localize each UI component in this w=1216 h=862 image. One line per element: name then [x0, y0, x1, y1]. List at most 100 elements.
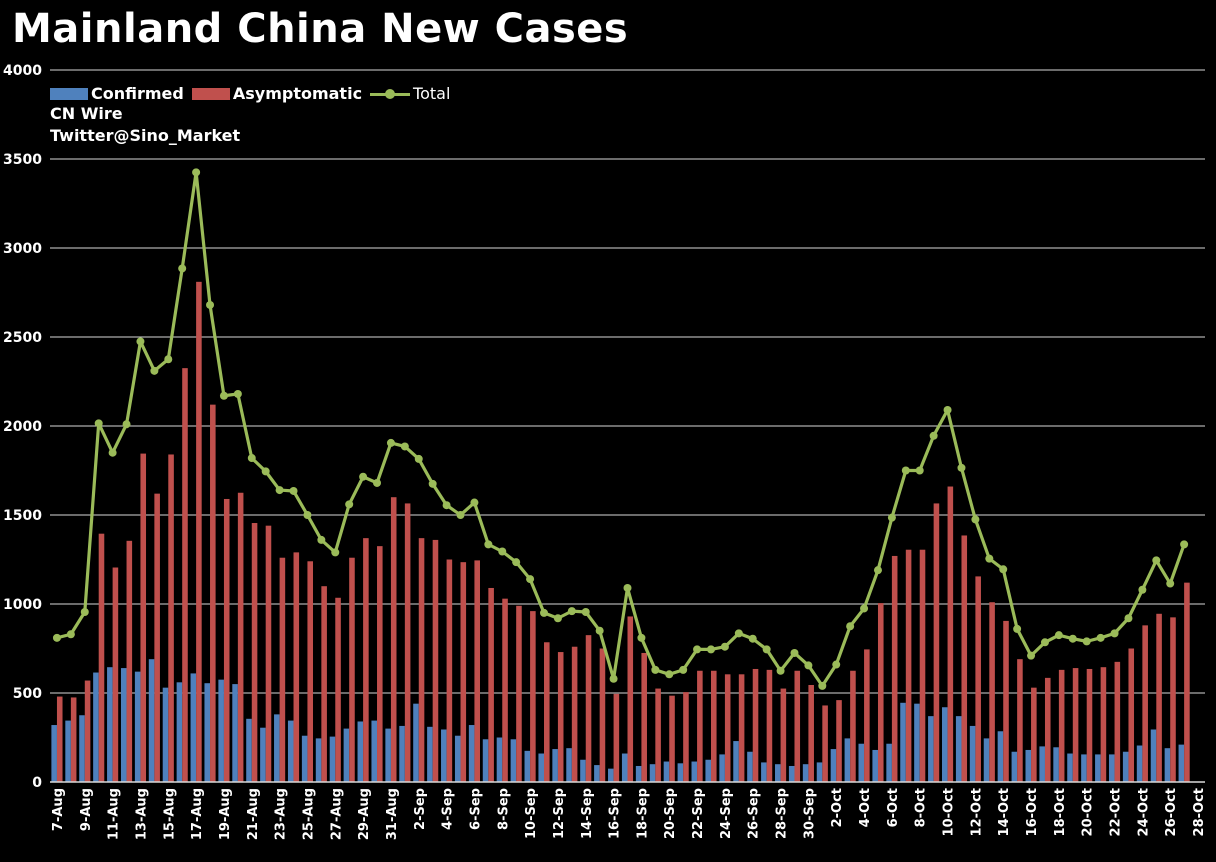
- x-tick-label: 29-Aug: [357, 788, 372, 840]
- total-point: [1166, 579, 1175, 588]
- twitter-annotation: Twitter@Sino_Market: [50, 126, 241, 145]
- x-tick-label: 21-Aug: [246, 788, 261, 840]
- x-tick-label: 7-Aug: [51, 788, 66, 831]
- bar-asymptomatic: [377, 546, 383, 782]
- legend-item-total: Total: [370, 84, 450, 103]
- total-point: [915, 466, 924, 475]
- bar-asymptomatic: [599, 648, 606, 782]
- bar-confirmed: [134, 671, 141, 782]
- bar-confirmed: [427, 726, 433, 782]
- y-tick-label: 3000: [3, 241, 42, 257]
- x-tick-label: 4-Oct: [858, 788, 873, 827]
- bar-confirmed: [1025, 749, 1032, 782]
- bar-asymptomatic: [655, 688, 661, 782]
- bar-asymptomatic: [404, 503, 411, 782]
- total-point: [734, 629, 743, 638]
- bar-asymptomatic: [251, 523, 258, 782]
- bar-confirmed: [441, 729, 447, 782]
- bar-confirmed: [1150, 729, 1157, 782]
- bar-asymptomatic: [641, 652, 647, 782]
- bar-confirmed: [329, 736, 336, 782]
- x-tick-label: 15-Aug: [162, 788, 177, 840]
- total-point: [567, 607, 576, 616]
- bar-confirmed: [830, 749, 837, 782]
- total-point: [748, 634, 757, 643]
- total-point: [999, 565, 1008, 574]
- total-point: [136, 337, 145, 346]
- x-tick-label: 6-Sep: [468, 788, 483, 830]
- bar-asymptomatic: [975, 576, 981, 782]
- bar-asymptomatic: [265, 525, 272, 782]
- total-point: [957, 463, 966, 472]
- total-point: [373, 478, 382, 487]
- x-tick-label: 12-Oct: [969, 788, 984, 836]
- bar-confirmed: [107, 667, 113, 782]
- bar-confirmed: [65, 720, 71, 782]
- bar-confirmed: [315, 738, 322, 782]
- bar-asymptomatic: [56, 696, 63, 782]
- bar-confirmed: [399, 725, 405, 782]
- bar-asymptomatic: [321, 586, 327, 782]
- bar-asymptomatic: [1100, 667, 1107, 782]
- bar-asymptomatic: [1184, 582, 1190, 782]
- bar-confirmed: [162, 687, 169, 782]
- bar-asymptomatic: [168, 454, 174, 782]
- bar-confirmed: [635, 765, 642, 782]
- x-tick-label: 16-Oct: [1025, 788, 1040, 836]
- x-tick-label: 28-Oct: [1192, 788, 1207, 836]
- x-tick-label: 17-Aug: [190, 788, 205, 840]
- total-point: [400, 442, 409, 451]
- x-tick-label: 20-Sep: [663, 788, 678, 839]
- total-point: [1054, 631, 1063, 640]
- bar-confirmed: [204, 683, 211, 782]
- bar-asymptomatic: [1156, 613, 1162, 782]
- bar-asymptomatic: [864, 649, 870, 782]
- total-point: [1013, 624, 1022, 633]
- bar-confirmed: [705, 759, 711, 782]
- bar-confirmed: [1108, 754, 1115, 782]
- bar-asymptomatic: [196, 281, 202, 782]
- total-point: [526, 575, 535, 584]
- total-point: [122, 420, 131, 429]
- bar-confirmed: [190, 673, 197, 782]
- total-point: [512, 558, 521, 567]
- x-tick-label: 4-Sep: [441, 788, 456, 830]
- bar-confirmed: [1039, 746, 1045, 782]
- total-point: [1040, 638, 1049, 647]
- x-tick-label: 9-Aug: [79, 788, 94, 831]
- total-point: [1068, 634, 1077, 643]
- bar-asymptomatic: [891, 555, 898, 782]
- legend-swatch-asymptomatic: [191, 87, 230, 100]
- total-point: [1180, 540, 1189, 549]
- x-tick-label: 16-Sep: [608, 788, 623, 839]
- total-point: [887, 513, 896, 522]
- x-tick-label: 10-Sep: [524, 788, 539, 839]
- x-tick-label: 24-Oct: [1136, 788, 1151, 836]
- bar-asymptomatic: [1058, 669, 1065, 782]
- total-point: [164, 355, 173, 364]
- bar-asymptomatic: [474, 560, 480, 782]
- total-point: [1082, 637, 1091, 646]
- total-point: [804, 661, 813, 670]
- bar-asymptomatic: [585, 635, 592, 782]
- bar-confirmed: [649, 764, 656, 782]
- bar-asymptomatic: [933, 503, 940, 782]
- legend-item-asymptomatic: Asymptomatic: [191, 84, 362, 103]
- x-tick-label: 31-Aug: [385, 788, 400, 840]
- bar-asymptomatic: [697, 670, 703, 782]
- total-point: [414, 454, 423, 463]
- bar-confirmed: [691, 761, 698, 782]
- x-tick-label: 18-Sep: [635, 788, 650, 839]
- bar-asymptomatic: [738, 674, 745, 782]
- x-tick-label: 28-Sep: [775, 788, 790, 839]
- bar-asymptomatic: [237, 492, 244, 782]
- total-point: [150, 366, 159, 375]
- bar-asymptomatic: [780, 688, 787, 782]
- x-tick-label: 23-Aug: [274, 788, 289, 840]
- total-point: [706, 645, 715, 654]
- bar-confirmed: [260, 727, 266, 782]
- x-tick-label: 13-Aug: [134, 788, 149, 840]
- total-point: [609, 674, 618, 683]
- bar-asymptomatic: [112, 567, 119, 782]
- bar-asymptomatic: [1114, 661, 1121, 782]
